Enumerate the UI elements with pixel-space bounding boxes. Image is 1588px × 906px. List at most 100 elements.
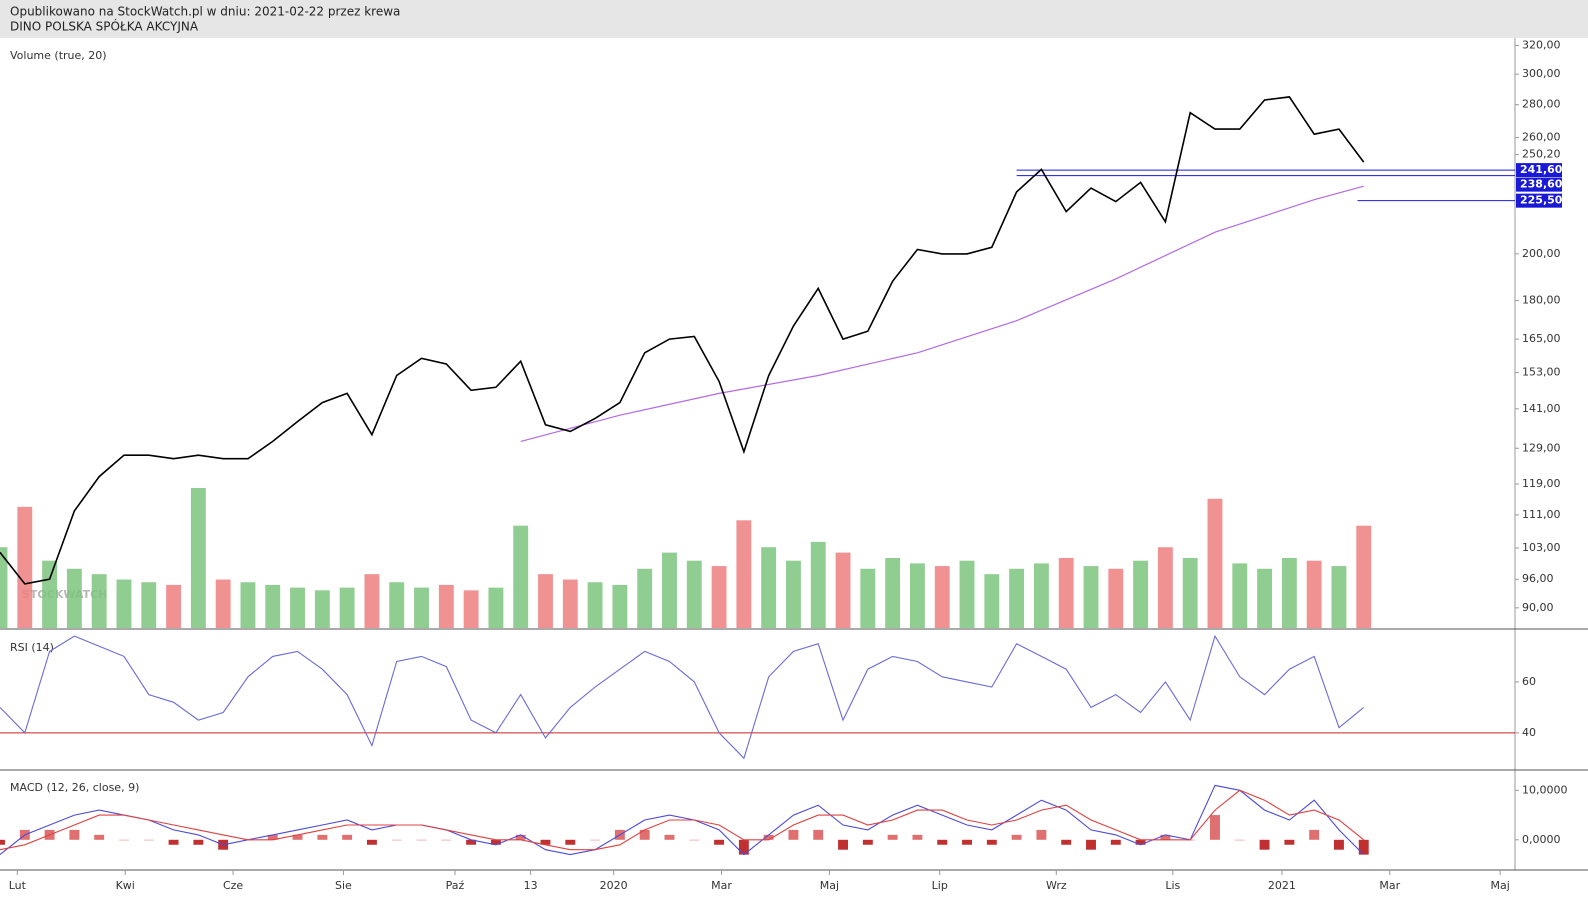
- y-tick-label: 90,00: [1522, 601, 1554, 614]
- macd-histogram-bar: [1309, 829, 1320, 840]
- macd-histogram-bar: [664, 834, 675, 840]
- y-tick-label: 40: [1522, 726, 1536, 739]
- x-tick-label: Lut: [9, 879, 27, 892]
- level-label-box: [1516, 163, 1562, 178]
- macd-histogram-bar: [69, 829, 80, 840]
- macd-histogram-bar: [267, 834, 278, 840]
- volume-bar: [488, 587, 504, 628]
- volume-bar: [141, 582, 157, 628]
- series-line: [0, 789, 1365, 851]
- macd-histogram-bar: [515, 834, 526, 840]
- volume-bar: [240, 582, 256, 628]
- macd-histogram-bar: [490, 839, 501, 845]
- macd-histogram-bar: [416, 839, 427, 841]
- x-tick-label: Maj: [1490, 879, 1509, 892]
- y-tick-label: 60: [1522, 675, 1536, 688]
- y-tick-label: 320,00: [1522, 39, 1561, 52]
- macd-histogram-bar: [1210, 815, 1220, 840]
- pane-title: Volume (true, 20): [10, 49, 107, 62]
- volume-bar: [637, 568, 653, 628]
- volume-bar: [17, 506, 33, 628]
- volume-bar: [1207, 498, 1223, 628]
- volume-bar: [463, 590, 479, 628]
- macd-histogram-bar: [813, 829, 824, 840]
- volume-bar: [810, 541, 826, 628]
- series-line: [0, 784, 1365, 856]
- volume-bar: [1009, 568, 1025, 628]
- macd-histogram-bar: [1259, 839, 1270, 850]
- macd-histogram-bar: [788, 829, 799, 840]
- volume-bar: [1058, 558, 1074, 628]
- moving-average-line: [520, 185, 1364, 442]
- level-label-box: [1516, 193, 1562, 208]
- volume-bar: [934, 566, 950, 628]
- macd-histogram-bar: [342, 834, 353, 840]
- macd-histogram-bar: [292, 834, 303, 840]
- macd-histogram-bar: [193, 839, 204, 845]
- x-tick-label: Mar: [1379, 879, 1400, 892]
- macd-histogram-bar: [565, 839, 576, 845]
- macd-histogram-bar: [0, 839, 5, 845]
- volume-bar: [513, 525, 529, 628]
- volume-bar: [91, 574, 107, 628]
- volume-bar: [860, 568, 876, 628]
- volume-bar: [711, 566, 727, 628]
- macd-histogram-bar: [1086, 839, 1096, 850]
- macd-histogram-bar: [1061, 839, 1072, 845]
- x-tick-label: Mar: [711, 879, 732, 892]
- y-tick-label: 129,00: [1522, 441, 1561, 454]
- x-tick-label: Cze: [223, 879, 243, 892]
- y-tick-label: 10,0000: [1522, 783, 1568, 796]
- y-tick-label: 111,00: [1522, 508, 1561, 521]
- x-tick-label: 2021: [1268, 879, 1296, 892]
- volume-bar: [290, 587, 305, 628]
- macd-histogram-bar: [714, 839, 725, 845]
- volume-bar: [538, 574, 553, 628]
- y-tick-label: 0,0000: [1522, 833, 1561, 846]
- volume-bar: [1257, 568, 1273, 628]
- macd-histogram-bar: [441, 839, 452, 841]
- macd-histogram-bar: [366, 839, 377, 845]
- macd-histogram-bar: [466, 839, 477, 845]
- volume-bar: [885, 558, 901, 628]
- volume-bar: [1331, 566, 1347, 628]
- macd-histogram-bar: [887, 834, 898, 840]
- header-line2: DINO POLSKA SPÓŁKA AKCYJNA: [10, 19, 199, 34]
- series-line: [0, 634, 1365, 760]
- volume-bar: [736, 520, 752, 628]
- volume-bar: [42, 560, 58, 628]
- volume-bar: [959, 560, 975, 628]
- x-tick-label: Lis: [1165, 879, 1180, 892]
- macd-histogram-bar: [639, 829, 650, 840]
- volume-bar: [909, 563, 925, 628]
- macd-histogram-bar: [143, 839, 154, 841]
- volume-bar: [686, 560, 702, 628]
- macd-histogram-bar: [119, 839, 129, 841]
- x-tick-label: Maj: [820, 879, 839, 892]
- level-label: 238,60: [1520, 178, 1563, 191]
- volume-bar: [389, 582, 405, 628]
- macd-histogram-bar: [1358, 839, 1369, 855]
- y-tick-label: 180,00: [1522, 294, 1561, 307]
- volume-bar: [761, 547, 777, 628]
- y-tick-label: 103,00: [1522, 541, 1561, 554]
- volume-bar: [1083, 566, 1099, 628]
- x-tick-label: 2020: [600, 879, 628, 892]
- volume-bar: [116, 579, 132, 628]
- volume-bar: [339, 587, 355, 628]
- macd-histogram-bar: [168, 839, 179, 845]
- level-label: 241,60: [1520, 163, 1563, 176]
- volume-bar: [662, 552, 677, 628]
- y-tick-label: 119,00: [1522, 477, 1561, 490]
- volume-bar: [835, 552, 851, 628]
- macd-histogram-bar: [590, 839, 601, 841]
- volume-bar: [265, 584, 281, 628]
- macd-histogram-bar: [862, 839, 873, 845]
- macd-histogram-bar: [763, 834, 774, 840]
- macd-histogram-bar: [1333, 839, 1344, 850]
- volume-bar: [1232, 563, 1248, 628]
- x-tick-label: Lip: [932, 879, 948, 892]
- macd-histogram-bar: [1011, 834, 1022, 840]
- macd-histogram-bar: [391, 839, 402, 841]
- header-bar: [0, 0, 1588, 38]
